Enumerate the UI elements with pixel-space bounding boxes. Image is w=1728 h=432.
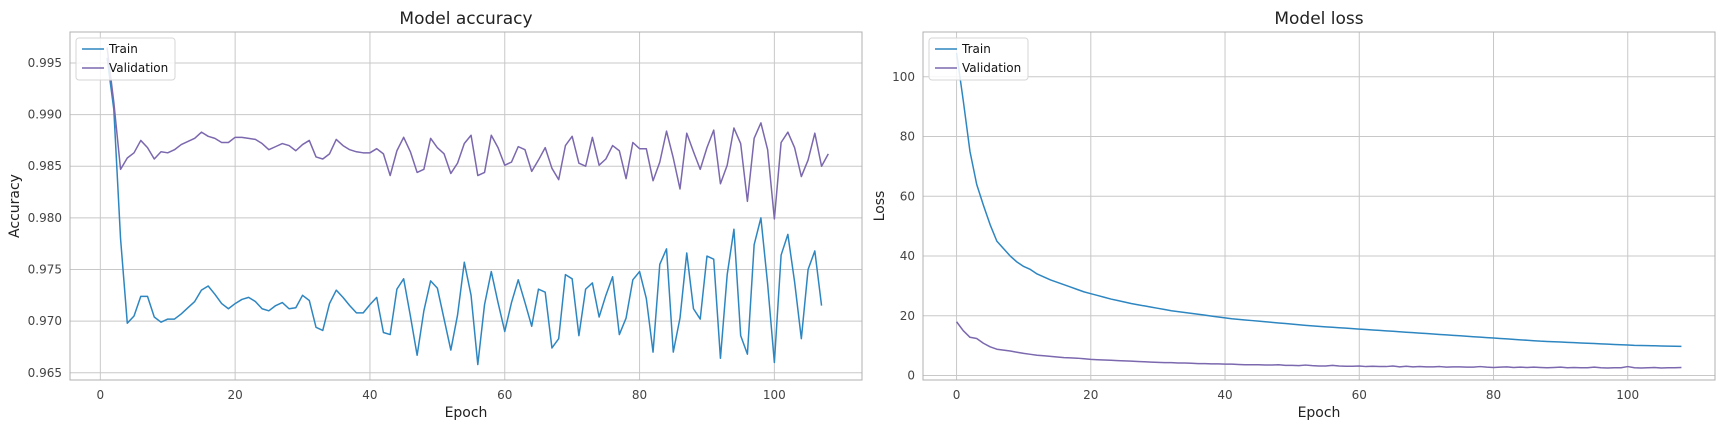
chart-title: Model loss	[1274, 9, 1363, 29]
series-line-train	[106, 57, 823, 366]
x-tick-label: 40	[362, 388, 377, 402]
series-line-validation	[106, 47, 829, 220]
x-tick-label: 80	[1486, 388, 1501, 402]
y-tick-label: 60	[900, 189, 915, 203]
y-tick-label: 0.975	[28, 263, 62, 277]
legend: Train Validation	[75, 37, 176, 81]
x-tick-label: 100	[763, 388, 786, 402]
y-tick-label: 40	[900, 249, 915, 263]
x-axis-label: Epoch	[445, 405, 488, 421]
y-tick-label: 100	[892, 70, 915, 84]
legend: Train Validation	[928, 37, 1029, 81]
plot-area	[923, 32, 1715, 380]
y-tick-label: 0	[907, 369, 915, 383]
x-tick-label: 60	[1352, 388, 1367, 402]
x-tick-label: 100	[1616, 388, 1639, 402]
y-tick-label: 0.980	[28, 211, 62, 225]
plot-frame	[922, 31, 1716, 381]
x-tick-label: 40	[1217, 388, 1232, 402]
y-tick-label: 0.985	[28, 159, 62, 173]
series-line-train	[955, 52, 1682, 348]
legend-entry-label: Train	[961, 42, 991, 56]
y-axis-label: Accuracy	[7, 174, 23, 238]
y-tick-label: 0.995	[28, 56, 62, 70]
x-tick-label: 20	[227, 388, 242, 402]
y-axis-label: Loss	[872, 191, 888, 222]
y-tick-label: 0.965	[28, 366, 62, 380]
plot-area	[70, 32, 862, 380]
x-tick-label: 0	[953, 388, 961, 402]
x-axis-label: Epoch	[1298, 405, 1341, 421]
chart-panel-1: 0 20 40 60 80 100 0.965 0.970 0.975 0.980 0.985 0.9…	[7, 9, 863, 421]
chart-panel-2: 0 20 40 60 80 100 0 20 40 60 80 100 Model loss Epoch L…	[872, 9, 1716, 421]
x-tick-label: 60	[497, 388, 512, 402]
y-tick-label: 80	[900, 130, 915, 144]
x-tick-label: 20	[1083, 388, 1098, 402]
y-tick-label: 0.990	[28, 108, 62, 122]
legend-entry-label: Validation	[109, 61, 168, 75]
legend-entry-label: Train	[108, 42, 138, 56]
y-tick-label: 0.970	[28, 314, 62, 328]
series-line-validation	[955, 321, 1682, 369]
y-tick-label: 20	[900, 309, 915, 323]
legend-entry-label: Validation	[962, 61, 1021, 75]
x-tick-label: 80	[632, 388, 647, 402]
plot-frame	[69, 31, 863, 381]
chart-title: Model accuracy	[399, 9, 532, 29]
x-tick-label: 0	[97, 388, 105, 402]
